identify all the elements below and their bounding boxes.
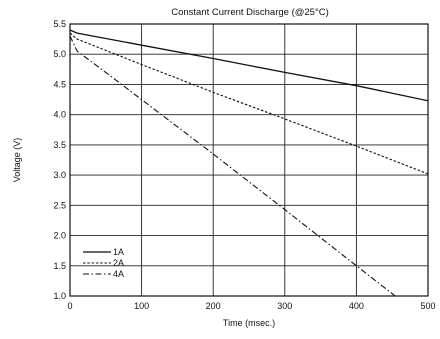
plot-frame (69, 23, 429, 297)
legend-label: 1A (113, 247, 124, 257)
x-tick-label: 100 (134, 301, 149, 311)
x-tick-label: 400 (349, 301, 364, 311)
y-tick-label: 1.5 (53, 261, 66, 271)
series-line-4a (70, 35, 397, 296)
y-tick-label: 4.0 (53, 110, 66, 120)
chart-title: Constant Current Discharge (@25°C) (171, 7, 329, 18)
y-axis-label: Voltage (V) (12, 138, 22, 183)
x-tick-label: 200 (206, 301, 221, 311)
y-tick-label: 1.0 (53, 291, 66, 301)
x-tick-label: 500 (420, 301, 435, 311)
y-tick-label: 3.0 (53, 170, 66, 180)
y-tick-label: 5.0 (53, 49, 66, 59)
x-tick-labels: 0 100 200 300 400 500 (67, 301, 435, 311)
y-tick-label: 2.0 (53, 231, 66, 241)
y-tick-labels: 1.0 1.5 2.0 2.5 3.0 3.5 4.0 4.5 5.0 5.5 (53, 19, 66, 301)
legend-label: 4A (113, 269, 124, 279)
series-line-2a (70, 32, 428, 175)
series-line-1a (70, 29, 428, 102)
y-tick-label: 3.5 (53, 140, 66, 150)
y-tick-label: 5.5 (53, 19, 66, 29)
y-tick-label: 2.5 (53, 200, 66, 210)
x-tick-label: 0 (67, 301, 72, 311)
x-tick-label: 300 (277, 301, 292, 311)
series-lines (70, 29, 428, 296)
x-axis-label: Time (msec.) (223, 318, 275, 328)
legend-label: 2A (113, 258, 124, 268)
y-tick-label: 4.5 (53, 79, 66, 89)
